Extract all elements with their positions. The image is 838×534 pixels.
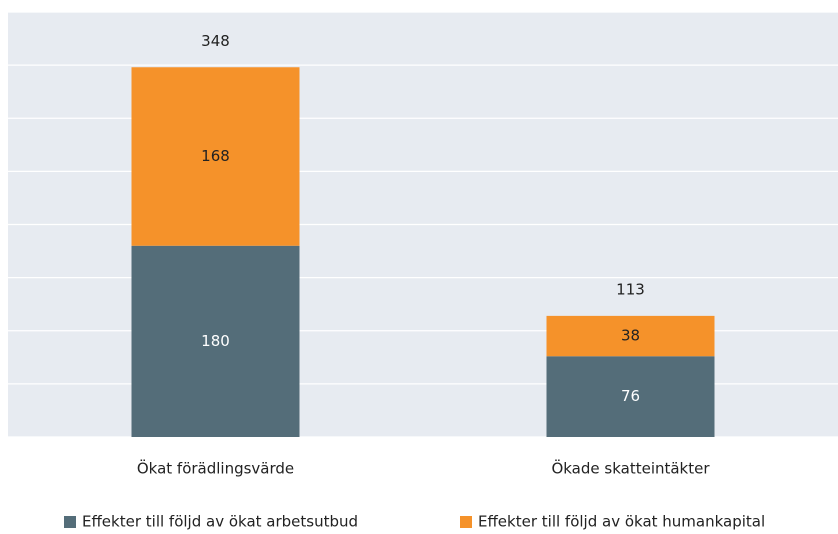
total-label: 348 [201, 32, 230, 50]
bar-segment [546, 315, 715, 357]
x-tick-label: Ökade skatteintäkter [551, 459, 710, 478]
legend-swatch [460, 516, 472, 528]
legend-label: Effekter till följd av ökat arbetsutbud [82, 513, 358, 531]
legend-label: Effekter till följd av ökat humankapital [478, 513, 765, 531]
bar-segment [131, 245, 300, 437]
data-label: 180 [201, 332, 230, 350]
data-label: 168 [201, 147, 230, 165]
data-label: 76 [621, 387, 640, 405]
bar-segment [131, 67, 300, 246]
legend-swatch [64, 516, 76, 528]
bar-segment [546, 356, 715, 437]
total-label: 113 [616, 280, 645, 298]
data-label: 38 [621, 327, 640, 345]
x-tick-label: Ökat förädlingsvärde [137, 459, 294, 478]
